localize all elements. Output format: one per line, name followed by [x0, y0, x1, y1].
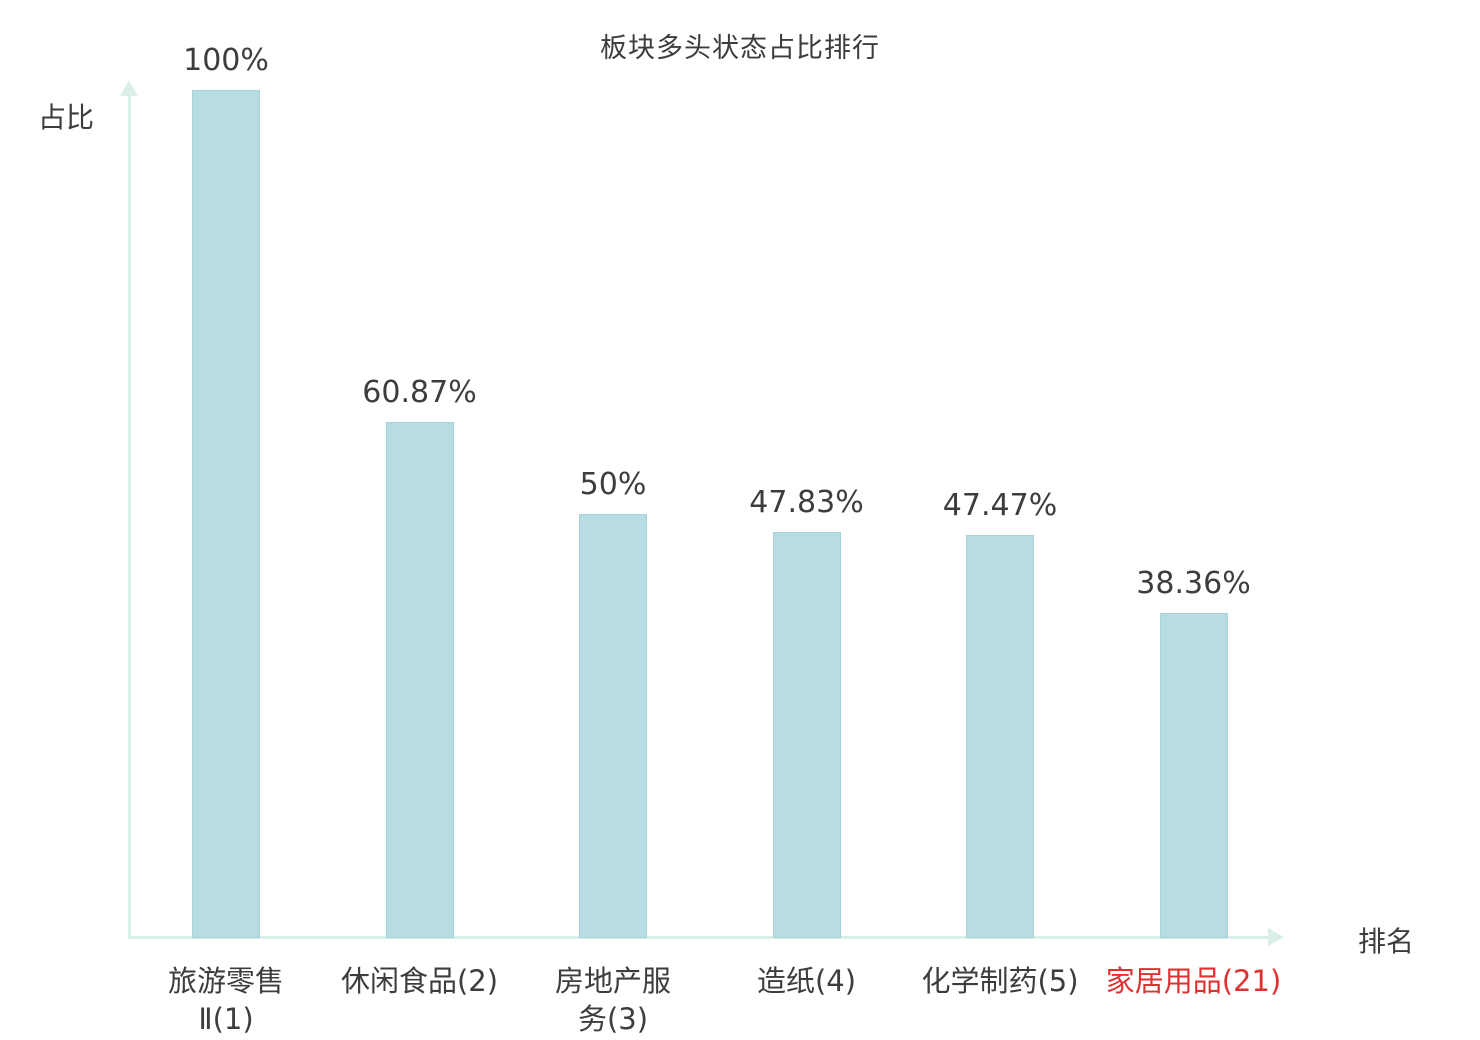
- x-axis-label: 排名: [1358, 925, 1415, 958]
- bar-category-label-line: 旅游零售: [167, 964, 285, 998]
- bar-category-label: 旅游零售 Ⅱ(1): [168, 962, 284, 1038]
- bar: [385, 421, 454, 938]
- bar-value-label: 38.36%: [1136, 565, 1251, 601]
- bar-category-label-line: Ⅱ(1): [198, 1002, 254, 1036]
- bar: [192, 90, 260, 938]
- bar-category-label: 休闲食品(2): [341, 962, 498, 1000]
- bar: [579, 514, 647, 938]
- bar-category-label: 房地产服务(3): [555, 962, 671, 1038]
- bar-category-label-line: 房地产服: [554, 964, 672, 998]
- bar-value-label: 47.83%: [749, 485, 864, 521]
- bar-category-label-line: 家居用品(21): [1105, 964, 1282, 998]
- bar-category-label: 造纸(4): [757, 962, 856, 1000]
- bar-category-label-line: 造纸(4): [756, 964, 857, 998]
- bar-value-label: 60.87%: [362, 374, 477, 410]
- bar-value-label: 100%: [183, 43, 269, 78]
- bar: [772, 532, 841, 938]
- y-axis-arrow-icon: [120, 80, 138, 96]
- bar-value-label: 50%: [579, 467, 647, 502]
- x-axis-line: [128, 936, 1270, 939]
- bar-category-label: 家居用品(21): [1106, 962, 1282, 1000]
- bar: [966, 535, 1034, 938]
- x-axis-arrow-icon: [1268, 928, 1284, 946]
- bar-category-label-line: 务(3): [577, 1002, 649, 1036]
- bar: [1159, 612, 1228, 938]
- bar-value-label: 47.47%: [942, 488, 1058, 524]
- chart-title: 板块多头状态占比排行: [600, 33, 880, 64]
- y-axis-label: 占比: [38, 101, 95, 134]
- bar-category-label-line: 化学制药(5): [921, 964, 1079, 998]
- bar-category-label: 化学制药(5): [921, 962, 1078, 1000]
- bar-category-label-line: 休闲食品(2): [340, 964, 499, 998]
- y-axis-line: [128, 94, 131, 939]
